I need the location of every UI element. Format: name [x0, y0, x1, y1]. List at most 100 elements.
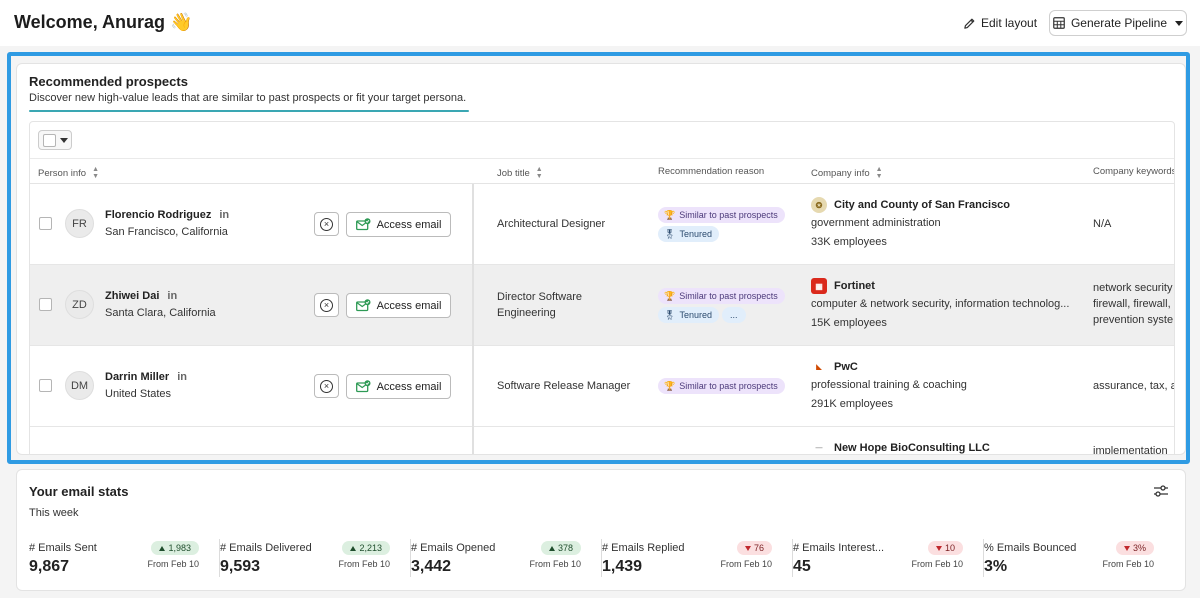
company-keywords: assurance, tax, a: [1093, 380, 1175, 392]
stat-from: From Feb 10: [1102, 559, 1154, 569]
trophy-icon: 🏆: [664, 380, 676, 391]
envelope-check-icon: [355, 380, 371, 393]
column-label: Recommendation reason: [658, 166, 765, 177]
company-name[interactable]: ◣ PwC: [811, 359, 858, 375]
reason-tag-tenured: 🎖 Tenured: [658, 226, 719, 242]
top-bar: Welcome, Anurag 👋 Edit layout Generate P…: [0, 0, 1200, 46]
recommended-prospects-card: Recommended prospects Discover new high-…: [16, 63, 1186, 455]
edit-layout-label: Edit layout: [981, 16, 1038, 30]
table-row[interactable]: DM Darrin Miller in United States × Acces…: [30, 346, 1175, 427]
arrow-down-icon: [744, 545, 751, 551]
row-checkbox[interactable]: [39, 379, 52, 392]
edit-layout-button[interactable]: Edit layout: [963, 13, 1037, 33]
company-name[interactable]: ▦ Fortinet: [811, 278, 875, 294]
avatar: FR: [65, 209, 94, 238]
person-name[interactable]: Zhiwei Dai in: [105, 290, 177, 302]
stat-emails-sent: # Emails Sent 9,867 1,983 From Feb 10: [17, 539, 208, 579]
column-company-info[interactable]: Company info ▲ ▼: [811, 166, 883, 180]
table-row[interactable]: FR Florencio Rodriguez in San Francisco, …: [30, 184, 1174, 265]
stat-divider: [410, 539, 411, 577]
prospects-table: Person info ▲ ▼ Job title ▲ ▼ Recommendation…: [29, 121, 1175, 454]
email-stats-title: Your email stats: [29, 484, 129, 499]
trophy-icon: 🏆: [664, 209, 676, 220]
sliders-icon[interactable]: [1153, 483, 1169, 499]
company-name[interactable]: ✪ City and County of San Francisco: [811, 197, 1010, 213]
stat-delta: 1,983: [151, 541, 199, 555]
stat-delta-value: 378: [557, 543, 573, 553]
reason-tag-tenured: 🎖 Tenured: [658, 307, 719, 323]
access-email-button[interactable]: Access email: [346, 212, 451, 237]
linkedin-icon[interactable]: in: [167, 290, 178, 302]
select-all-checkbox[interactable]: [42, 133, 56, 147]
dismiss-button[interactable]: ×: [314, 293, 339, 317]
generate-pipeline-button[interactable]: Generate Pipeline: [1049, 10, 1187, 36]
reason-tag-label: Tenured: [679, 229, 712, 239]
reason-tag-similar: 🏆 Similar to past prospects: [658, 207, 785, 223]
access-email-button[interactable]: Access email: [346, 374, 451, 399]
stat-divider: [219, 539, 220, 577]
frozen-column-divider: [472, 184, 474, 454]
person-name-text: Darrin Miller: [105, 371, 170, 383]
job-title: Architectural Designer: [497, 218, 606, 230]
stat-label: # Emails Delivered: [220, 542, 312, 554]
stat-delta-value: 2,213: [359, 543, 382, 553]
reason-tag-similar: 🏆 Similar to past prospects: [658, 288, 785, 304]
stat-label: # Emails Interest...: [793, 542, 885, 554]
stat-value: 45: [793, 558, 811, 575]
stat-delta: 3%: [1115, 541, 1154, 555]
access-email-button[interactable]: Access email: [346, 293, 451, 318]
company-keywords: N/A: [1093, 218, 1112, 230]
reason-tag-label: Similar to past prospects: [679, 210, 778, 220]
company-keywords: network security firewall, firewall, pre…: [1093, 282, 1174, 326]
subtitle-underline: [29, 110, 469, 112]
stat-delta-value: 76: [753, 543, 764, 553]
pwc-logo-icon: ◣: [811, 359, 827, 375]
company-logo-icon: —: [811, 440, 827, 454]
avatar: ZD: [65, 290, 94, 319]
reason-tag-label: Tenured: [679, 310, 712, 320]
generate-pipeline-label: Generate Pipeline: [1070, 16, 1168, 30]
company-name-text: New Hope BioConsulting LLC: [834, 442, 990, 454]
reason-tag-more[interactable]: ...: [722, 307, 746, 323]
column-person-info[interactable]: Person info ▲ ▼: [38, 166, 99, 180]
email-stats-period: This week: [29, 507, 79, 519]
person-name[interactable]: Florencio Rodriguez in: [105, 209, 229, 221]
company-employees: 15K employees: [811, 317, 887, 329]
dismiss-button[interactable]: ×: [314, 212, 339, 236]
trophy-icon: 🏆: [664, 290, 676, 301]
bulk-select-dropdown[interactable]: [38, 130, 72, 150]
arrow-down-icon: [1123, 545, 1130, 551]
stat-from: From Feb 10: [911, 559, 963, 569]
stat-delta: 76: [736, 541, 772, 555]
stat-label: # Emails Sent: [29, 542, 97, 554]
row-checkbox[interactable]: [39, 298, 52, 311]
table-row[interactable]: — New Hope BioConsulting LLC implementati…: [30, 427, 1174, 454]
badge-icon: 🎖: [664, 228, 676, 239]
welcome-heading: Welcome, Anurag 👋: [14, 12, 193, 32]
person-name-text: Florencio Rodriguez: [105, 209, 212, 221]
access-email-label: Access email: [376, 218, 442, 231]
column-label: Company keywords: [1093, 166, 1175, 177]
arrow-up-icon: [350, 545, 357, 551]
arrow-down-icon: [935, 545, 942, 551]
stat-label: # Emails Replied: [602, 542, 685, 554]
person-location: Santa Clara, California: [105, 307, 216, 319]
stat-value: 9,593: [220, 558, 261, 575]
company-industry: government administration: [811, 217, 941, 229]
company-name[interactable]: — New Hope BioConsulting LLC: [811, 440, 990, 454]
linkedin-icon[interactable]: in: [219, 209, 230, 221]
job-title: Director Software Engineering: [497, 291, 582, 319]
stat-from: From Feb 10: [147, 559, 199, 569]
linkedin-icon[interactable]: in: [177, 371, 187, 383]
column-job-title[interactable]: Job title ▲ ▼: [497, 166, 543, 180]
company-name-text: PwC: [834, 361, 858, 373]
person-name[interactable]: Darrin Miller in: [105, 371, 187, 383]
stat-delta: 378: [540, 541, 581, 555]
stat-emails-opened: # Emails Opened 3,442 378 From Feb 10: [399, 539, 590, 579]
chevron-down-icon: [1175, 20, 1184, 26]
table-row[interactable]: ZD Zhiwei Dai in Santa Clara, California …: [30, 265, 1174, 346]
row-checkbox[interactable]: [39, 217, 52, 230]
stat-value: 1,439: [602, 558, 643, 575]
dismiss-button[interactable]: ×: [314, 374, 339, 398]
